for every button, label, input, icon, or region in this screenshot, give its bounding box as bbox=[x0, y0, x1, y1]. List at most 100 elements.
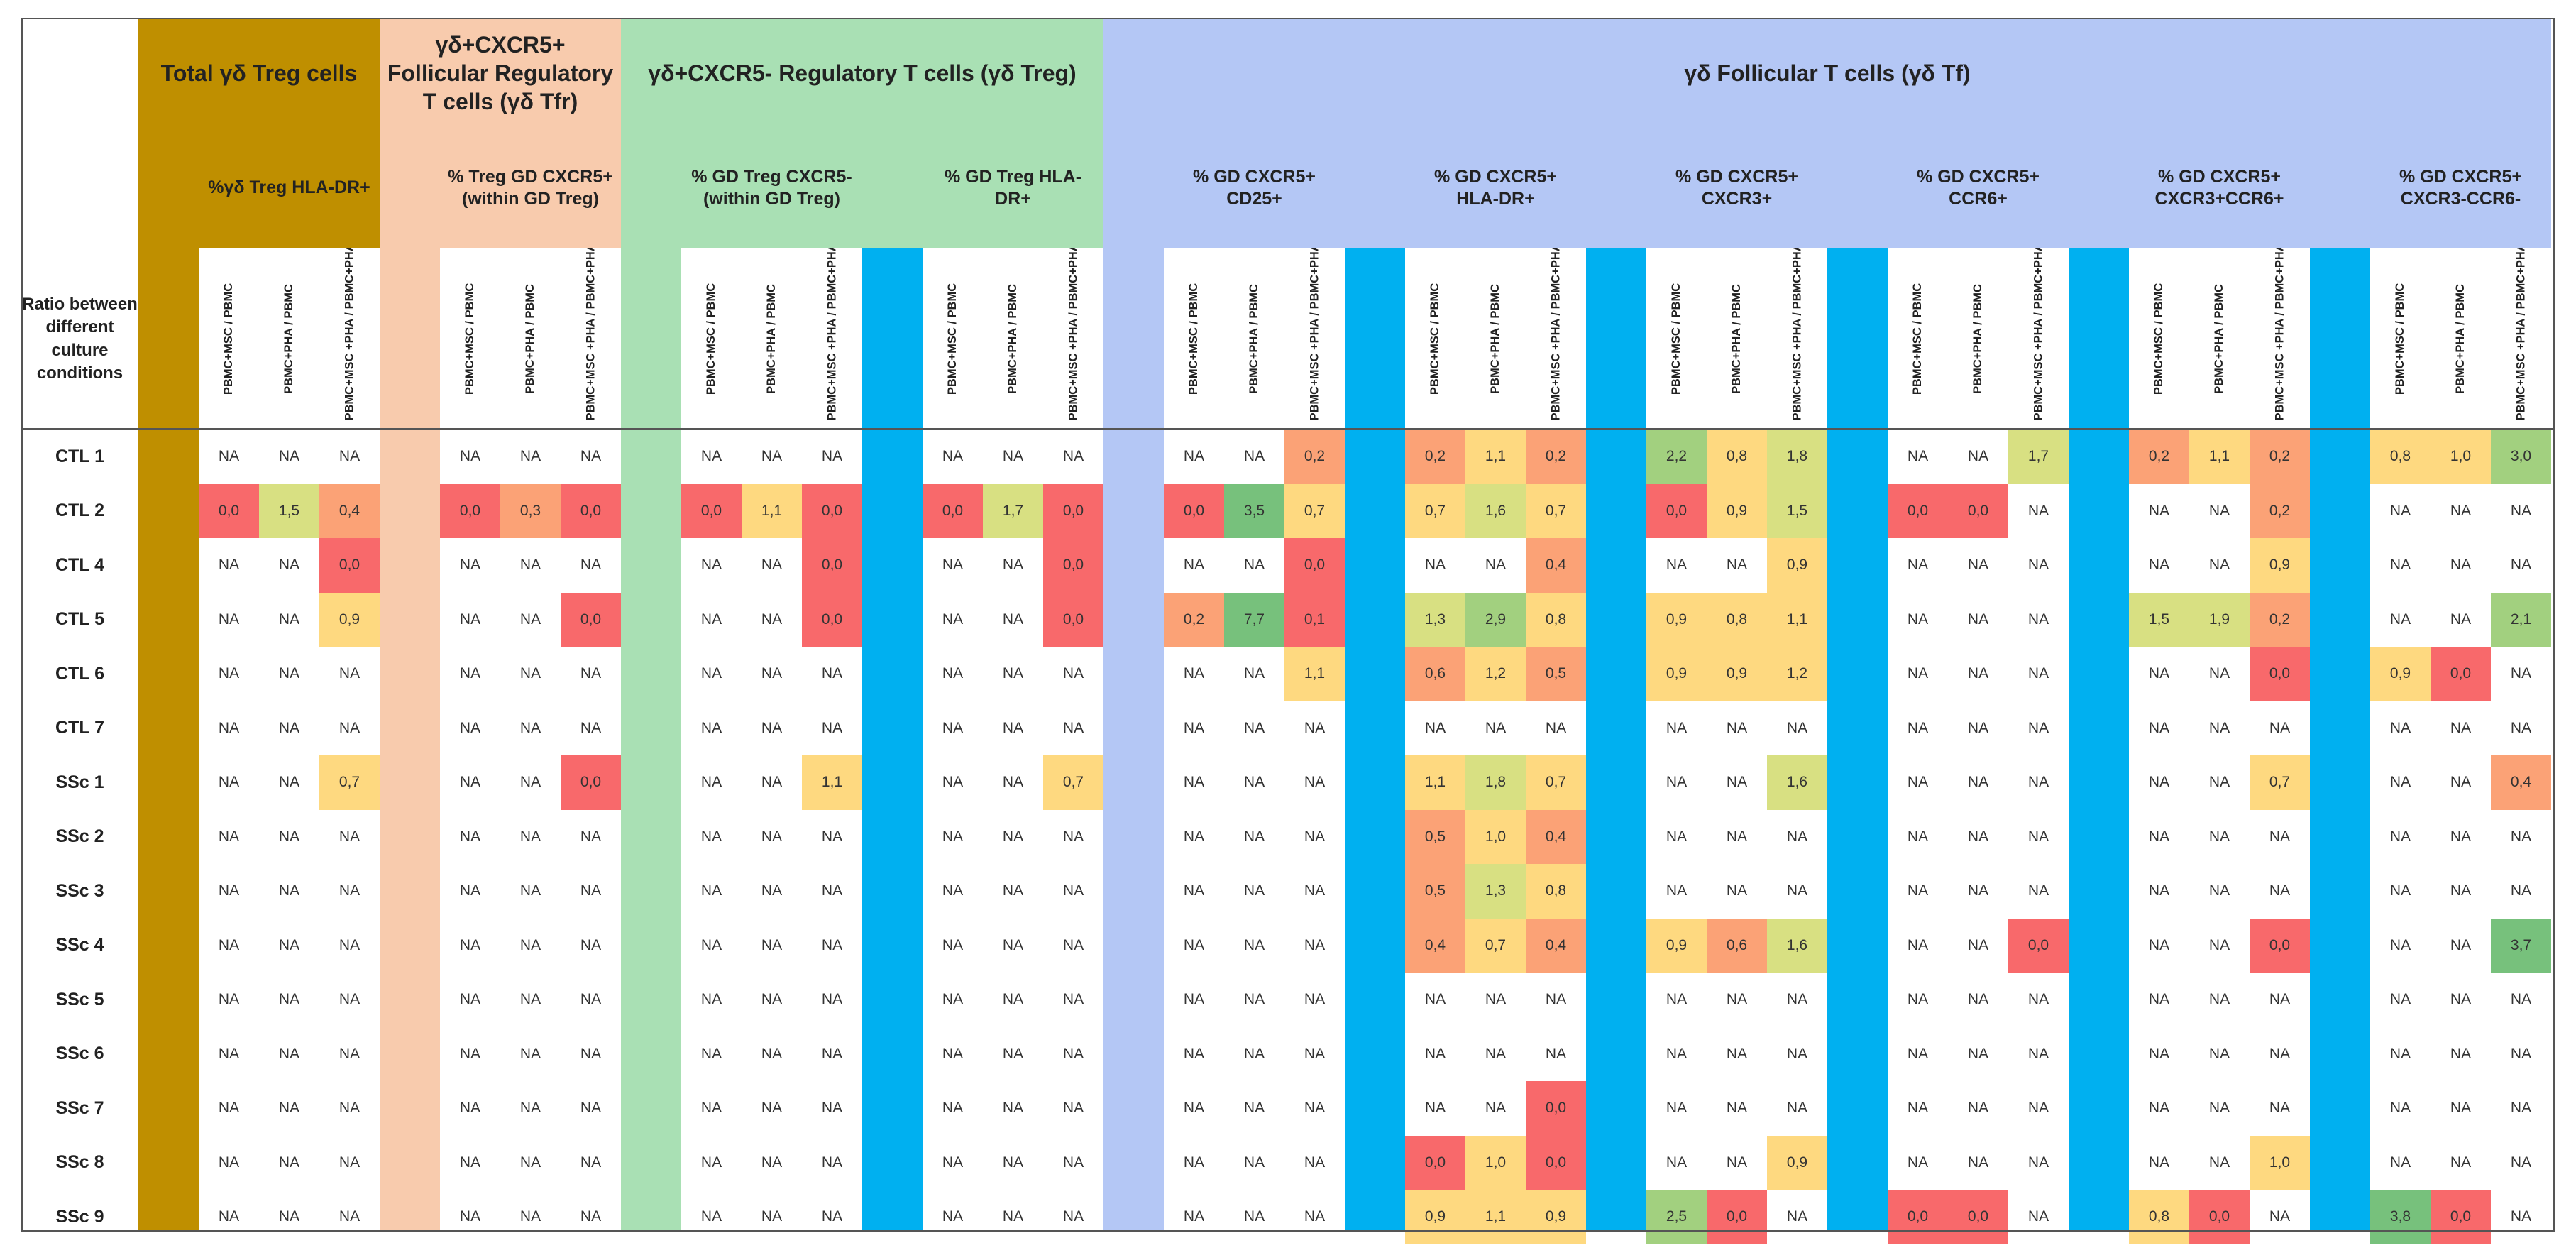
data-cell: NA bbox=[2510, 1154, 2532, 1171]
data-cell: NA bbox=[761, 665, 783, 682]
column-label-text: PBMC+PHA / PBMC bbox=[282, 284, 296, 394]
separator-bar-top bbox=[2310, 128, 2370, 248]
data-cell: NA bbox=[2450, 557, 2472, 574]
data-cell: NA bbox=[519, 828, 541, 845]
data-cell: NA bbox=[1485, 1100, 1507, 1117]
data-cell: NA bbox=[2148, 719, 2170, 736]
data-cell: NA bbox=[519, 1154, 541, 1171]
column-label-text: PBMC+PHA / PBMC bbox=[1489, 284, 1502, 394]
column-label-text: PBMC+MSC +PHA / PBMC+PHA bbox=[2514, 248, 2528, 421]
data-cell: 0,5 bbox=[1405, 809, 1465, 864]
data-cell: NA bbox=[700, 991, 722, 1008]
data-cell: NA bbox=[1726, 1154, 1748, 1171]
data-cell: NA bbox=[1304, 719, 1326, 736]
data-cell: 3,5 bbox=[1224, 483, 1284, 538]
data-cell: NA bbox=[2269, 1100, 2291, 1117]
data-cell: NA bbox=[459, 719, 481, 736]
data-cell: NA bbox=[278, 1100, 300, 1117]
data-cell: 0,8 bbox=[2129, 1190, 2189, 1244]
data-cell: NA bbox=[942, 665, 964, 682]
data-cell: NA bbox=[218, 882, 240, 899]
data-cell: NA bbox=[1183, 882, 1205, 899]
data-cell: NA bbox=[2027, 1100, 2049, 1117]
data-cell: NA bbox=[1786, 1045, 1808, 1062]
data-cell: NA bbox=[218, 828, 240, 845]
data-cell: NA bbox=[519, 611, 541, 628]
data-cell: NA bbox=[1002, 828, 1024, 845]
data-cell: 0,9 bbox=[319, 592, 380, 647]
data-cell: NA bbox=[942, 1100, 964, 1117]
data-cell: NA bbox=[1062, 1045, 1084, 1062]
column-label: PBMC+PHA / PBMC bbox=[1224, 248, 1284, 429]
data-cell: NA bbox=[2148, 1154, 2170, 1171]
column-label: PBMC+MSC / PBMC bbox=[923, 248, 983, 429]
column-label: PBMC+PHA / PBMC bbox=[2189, 248, 2250, 429]
data-cell: NA bbox=[1726, 719, 1748, 736]
data-cell: NA bbox=[2269, 991, 2291, 1008]
data-cell: NA bbox=[1967, 611, 1989, 628]
data-cell: NA bbox=[761, 1208, 783, 1225]
data-cell: NA bbox=[821, 448, 843, 465]
data-cell: NA bbox=[1907, 1154, 1929, 1171]
data-cell: NA bbox=[821, 936, 843, 953]
data-cell: NA bbox=[1424, 1045, 1446, 1062]
data-cell: NA bbox=[1967, 1100, 1989, 1117]
data-cell: NA bbox=[1002, 557, 1024, 574]
data-cell: 0,0 bbox=[561, 755, 621, 810]
data-cell: 0,2 bbox=[2250, 483, 2310, 538]
data-cell: NA bbox=[218, 991, 240, 1008]
data-cell: NA bbox=[1666, 828, 1688, 845]
border-right bbox=[2553, 18, 2555, 1232]
column-label-text: PBMC+MSC +PHA / PBMC+PHA bbox=[1067, 248, 1080, 421]
data-cell: NA bbox=[2450, 882, 2472, 899]
data-cell: 0,0 bbox=[1948, 1190, 2008, 1244]
separator-bar bbox=[1345, 248, 1405, 1232]
data-cell: 1,6 bbox=[1465, 483, 1526, 538]
data-cell: NA bbox=[1967, 1045, 1989, 1062]
data-cell: NA bbox=[761, 1154, 783, 1171]
data-cell: NA bbox=[821, 991, 843, 1008]
data-cell: NA bbox=[1243, 882, 1265, 899]
column-label: PBMC+MSC +PHA / PBMC+PHA bbox=[2008, 248, 2069, 429]
data-cell: 1,8 bbox=[1767, 429, 1827, 484]
column-label-text: PBMC+MSC / PBMC bbox=[1911, 283, 1925, 395]
separator-bar bbox=[2310, 248, 2370, 1232]
data-cell: NA bbox=[1786, 1208, 1808, 1225]
data-cell: 0,0 bbox=[2250, 918, 2310, 973]
data-cell: NA bbox=[942, 1208, 964, 1225]
data-cell: 1,1 bbox=[2189, 429, 2250, 484]
data-cell: NA bbox=[700, 882, 722, 899]
data-cell: 1,8 bbox=[1465, 755, 1526, 810]
column-label: PBMC+PHA / PBMC bbox=[742, 248, 802, 429]
column-label: PBMC+MSC +PHA / PBMC+PHA bbox=[1284, 248, 1345, 429]
data-cell: NA bbox=[1002, 1045, 1024, 1062]
data-cell: NA bbox=[761, 1100, 783, 1117]
data-cell: NA bbox=[700, 1045, 722, 1062]
data-cell: NA bbox=[1243, 991, 1265, 1008]
data-cell: NA bbox=[459, 936, 481, 953]
data-cell: 0,2 bbox=[1405, 429, 1465, 484]
row-label: CTL 1 bbox=[55, 446, 104, 466]
data-cell: NA bbox=[821, 1045, 843, 1062]
data-cell: NA bbox=[2027, 1154, 2049, 1171]
data-cell: NA bbox=[2027, 1208, 2049, 1225]
data-cell: NA bbox=[519, 991, 541, 1008]
data-cell: NA bbox=[580, 1208, 602, 1225]
data-cell: NA bbox=[1062, 936, 1084, 953]
data-cell: 0,4 bbox=[1526, 538, 1586, 593]
data-cell: NA bbox=[1062, 1208, 1084, 1225]
data-cell: NA bbox=[1967, 557, 1989, 574]
row-label: CTL 5 bbox=[55, 609, 104, 630]
separator-bar bbox=[1586, 248, 1646, 1232]
data-cell: NA bbox=[700, 1154, 722, 1171]
data-cell: NA bbox=[580, 665, 602, 682]
data-cell: NA bbox=[1485, 991, 1507, 1008]
column-label-text: PBMC+PHA / PBMC bbox=[524, 284, 537, 394]
data-cell: NA bbox=[1243, 828, 1265, 845]
column-label: PBMC+MSC / PBMC bbox=[440, 248, 500, 429]
data-cell: NA bbox=[1243, 1208, 1265, 1225]
data-cell: NA bbox=[519, 448, 541, 465]
data-cell: 0,2 bbox=[1526, 429, 1586, 484]
data-cell: 1,1 bbox=[1465, 1190, 1526, 1244]
data-cell: 0,3 bbox=[500, 483, 561, 538]
